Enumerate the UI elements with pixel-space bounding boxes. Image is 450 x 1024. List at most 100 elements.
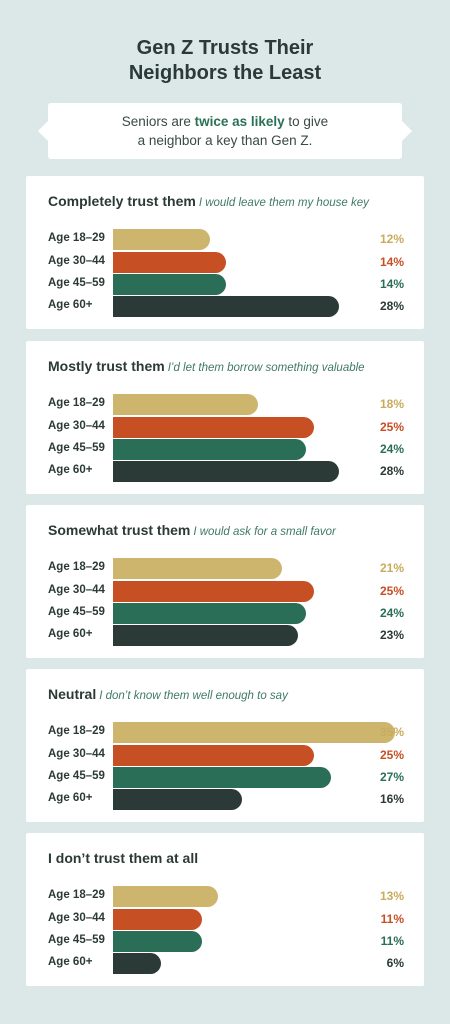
value-label: 11% bbox=[380, 934, 404, 948]
age-label: Age 30–44 bbox=[48, 748, 105, 760]
bar bbox=[113, 274, 226, 295]
age-label: Age 45–59 bbox=[48, 442, 105, 454]
bar bbox=[113, 767, 331, 788]
value-label: 6% bbox=[386, 956, 404, 970]
value-label: 35% bbox=[379, 725, 404, 739]
age-label: Age 60+ bbox=[48, 464, 93, 476]
value-label: 16% bbox=[379, 792, 404, 806]
bar bbox=[113, 229, 210, 250]
age-label: Age 60+ bbox=[48, 956, 93, 968]
value-label: 25% bbox=[379, 748, 404, 762]
callout-line-1: Seniors are twice as likely to give bbox=[48, 112, 402, 131]
age-label: Age 18–29 bbox=[48, 889, 105, 901]
age-label: Age 60+ bbox=[48, 299, 93, 311]
bar-row: Age 60+ 28% bbox=[26, 296, 424, 317]
age-label: Age 18–29 bbox=[48, 232, 105, 244]
card-title: Somewhat trust them bbox=[48, 522, 191, 538]
value-label: 24% bbox=[379, 606, 404, 620]
age-label: Age 30–44 bbox=[48, 912, 105, 924]
bar bbox=[113, 296, 339, 317]
bar bbox=[113, 252, 226, 273]
card-header: I don’t trust them at all bbox=[48, 850, 418, 868]
card-title: Completely trust them bbox=[48, 193, 196, 209]
bar bbox=[113, 439, 306, 460]
card-header: Mostly trust them I’d let them borrow som… bbox=[48, 358, 418, 376]
age-label: Age 18–29 bbox=[48, 561, 105, 573]
trust-card-2: Mostly trust them I’d let them borrow som… bbox=[26, 341, 424, 494]
value-label: 11% bbox=[380, 912, 404, 926]
bar-row: Age 30–44 25% bbox=[26, 417, 424, 438]
callout-highlight: twice as likely bbox=[194, 114, 285, 129]
title-line-1: Gen Z Trusts Their bbox=[136, 37, 314, 59]
card-title: Neutral bbox=[48, 686, 97, 702]
value-label: 28% bbox=[379, 299, 404, 313]
bar bbox=[113, 461, 339, 482]
card-subtitle: I would ask for a small favor bbox=[193, 526, 336, 538]
bar-row: Age 45–59 14% bbox=[26, 274, 424, 295]
bar bbox=[113, 558, 282, 579]
bar bbox=[113, 417, 314, 438]
trust-card-3: Somewhat trust them I would ask for a sma… bbox=[26, 505, 424, 658]
bar bbox=[113, 789, 242, 810]
age-label: Age 45–59 bbox=[48, 934, 105, 946]
bar-row: Age 60+ 6% bbox=[26, 953, 424, 974]
bar-row: Age 45–59 11% bbox=[26, 931, 424, 952]
callout-line-2: a neighbor a key than Gen Z. bbox=[137, 133, 313, 148]
callout-post: to give bbox=[284, 114, 329, 129]
bar-row: Age 18–29 35% bbox=[26, 722, 424, 743]
age-label: Age 18–29 bbox=[48, 725, 105, 737]
card-header: Completely trust them I would leave them … bbox=[48, 193, 418, 211]
bar bbox=[113, 603, 306, 624]
page-title: Gen Z Trusts Their Neighbors the Least bbox=[0, 36, 450, 86]
age-label: Age 60+ bbox=[48, 792, 93, 804]
value-label: 18% bbox=[379, 397, 404, 411]
value-label: 23% bbox=[379, 628, 404, 642]
bar bbox=[113, 745, 314, 766]
age-label: Age 30–44 bbox=[48, 420, 105, 432]
callout-box: Seniors are twice as likely to give a ne… bbox=[38, 103, 412, 159]
age-label: Age 18–29 bbox=[48, 397, 105, 409]
bar-row: Age 30–44 14% bbox=[26, 252, 424, 273]
bar-row: Age 18–29 21% bbox=[26, 558, 424, 579]
age-label: Age 45–59 bbox=[48, 770, 105, 782]
value-label: 27% bbox=[379, 770, 404, 784]
bar-row: Age 30–44 11% bbox=[26, 909, 424, 930]
age-label: Age 45–59 bbox=[48, 277, 105, 289]
bar bbox=[113, 931, 202, 952]
trust-card-4: Neutral I don’t know them well enough to … bbox=[26, 669, 424, 822]
callout-pre: Seniors are bbox=[121, 114, 195, 129]
card-title: I don’t trust them at all bbox=[48, 850, 199, 866]
bar-row: Age 60+ 28% bbox=[26, 461, 424, 482]
card-header: Somewhat trust them I would ask for a sma… bbox=[48, 522, 418, 540]
bar-row: Age 30–44 25% bbox=[26, 745, 424, 766]
bar-row: Age 60+ 23% bbox=[26, 625, 424, 646]
age-label: Age 45–59 bbox=[48, 606, 105, 618]
bar-row: Age 45–59 27% bbox=[26, 767, 424, 788]
bar-row: Age 18–29 12% bbox=[26, 229, 424, 250]
value-label: 25% bbox=[379, 420, 404, 434]
bar-row: Age 45–59 24% bbox=[26, 603, 424, 624]
value-label: 13% bbox=[379, 889, 404, 903]
card-title: Mostly trust them bbox=[48, 358, 165, 374]
age-label: Age 30–44 bbox=[48, 584, 105, 596]
trust-card-1: Completely trust them I would leave them … bbox=[26, 176, 424, 329]
value-label: 24% bbox=[379, 442, 404, 456]
value-label: 25% bbox=[379, 584, 404, 598]
bar bbox=[113, 909, 202, 930]
bar bbox=[113, 581, 314, 602]
trust-card-5: I don’t trust them at all Age 18–29 13% Age… bbox=[26, 833, 424, 986]
card-subtitle: I don’t know them well enough to say bbox=[99, 690, 288, 702]
value-label: 21% bbox=[379, 561, 404, 575]
bar bbox=[113, 953, 161, 974]
card-header: Neutral I don’t know them well enough to … bbox=[48, 686, 418, 704]
card-subtitle: I’d let them borrow something valuable bbox=[167, 362, 365, 374]
value-label: 14% bbox=[379, 255, 404, 269]
bar bbox=[113, 886, 218, 907]
bar-row: Age 60+ 16% bbox=[26, 789, 424, 810]
age-label: Age 60+ bbox=[48, 628, 93, 640]
age-label: Age 30–44 bbox=[48, 255, 105, 267]
bar-row: Age 45–59 24% bbox=[26, 439, 424, 460]
bar bbox=[113, 394, 258, 415]
bar-row: Age 30–44 25% bbox=[26, 581, 424, 602]
value-label: 12% bbox=[379, 232, 404, 246]
